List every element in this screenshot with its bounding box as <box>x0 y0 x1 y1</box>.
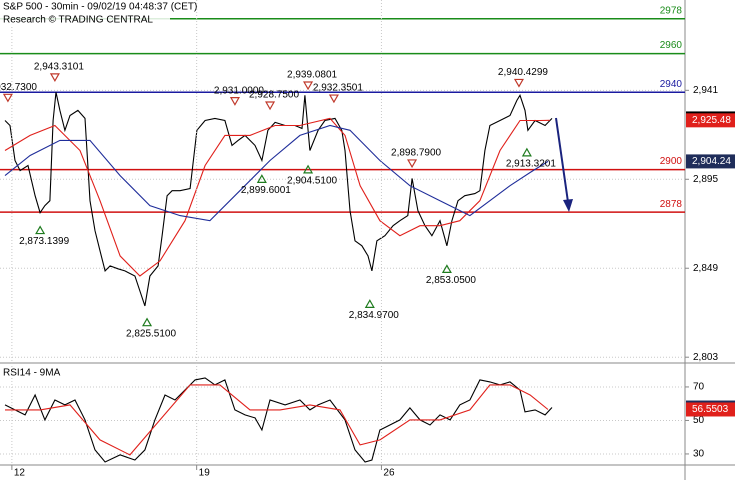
high-marker <box>328 94 339 104</box>
y-tick-label: 2,803 <box>693 352 718 363</box>
high-marker <box>2 93 13 103</box>
y-tick-label: 50 <box>693 415 705 426</box>
annotation-label: 2,939.0801 <box>287 70 337 81</box>
last-value-badge <box>686 113 735 128</box>
annotation-label: 2,899.6001 <box>241 185 291 196</box>
annotation-label: 2,904.5100 <box>287 176 337 187</box>
chart-subtitle: Research © TRADING CENTRAL <box>3 15 153 26</box>
annotation-label: 2,853.0500 <box>426 275 476 286</box>
low-marker <box>303 164 314 174</box>
annotation-label: 2,932.7300 <box>0 82 37 93</box>
annotation-label: 2,931.0000 <box>214 85 264 96</box>
series-line <box>5 384 549 456</box>
last-value-label: 2,925.48 <box>692 115 731 126</box>
x-tick-label: 26 <box>383 468 395 479</box>
last-value-badge <box>686 154 735 169</box>
series-line <box>4 117 550 277</box>
y-tick-label: 2,941 <box>693 85 718 96</box>
y-tick-label: 2,895 <box>693 174 718 185</box>
y-tick-label: 30 <box>693 449 705 460</box>
level-label: 2878 <box>660 199 683 210</box>
annotation-label: 2,898.7900 <box>391 148 441 159</box>
high-marker <box>265 101 276 111</box>
series-line <box>4 124 549 222</box>
low-marker <box>256 174 267 183</box>
low-marker <box>521 147 532 157</box>
low-marker <box>141 317 153 327</box>
arrow-shaft <box>555 117 569 203</box>
high-marker <box>229 97 240 106</box>
low-marker <box>364 299 375 308</box>
high-marker <box>513 78 524 88</box>
x-tick-label: 12 <box>14 468 26 479</box>
high-marker <box>303 81 314 91</box>
last-value-badge <box>686 402 735 417</box>
annotation-label: 2,928.7500 <box>249 90 299 101</box>
series-line <box>4 92 553 307</box>
low-marker <box>35 225 46 235</box>
level-label: 2960 <box>660 40 683 51</box>
level-label: 2900 <box>660 156 683 167</box>
level-label: 2978 <box>660 5 683 16</box>
rsi-title: RSI14 - 9MA <box>3 368 61 379</box>
last-value-label: 2,904.24 <box>692 156 731 167</box>
high-marker <box>49 73 60 83</box>
annotation-label: 2,825.5100 <box>126 328 176 339</box>
title-backdrop <box>0 0 170 27</box>
y-tick-label: 70 <box>693 382 705 393</box>
chart-title: S&P 500 - 30min - 09/02/19 04:48:37 (CET… <box>3 2 197 13</box>
low-marker <box>441 264 452 274</box>
last-value-label: 56.5503 <box>692 404 729 415</box>
annotation-label: 2,834.9700 <box>349 310 399 321</box>
annotation-label: 2,932.3501 <box>313 83 363 94</box>
level-label: 2940 <box>660 79 683 90</box>
x-tick-label: 19 <box>199 468 211 479</box>
annotation-label: 2,943.3101 <box>34 61 84 72</box>
forecast-arrow <box>555 117 573 212</box>
annotation-label: 2,873.1399 <box>19 236 69 247</box>
annotation-label: 2,940.4299 <box>498 67 548 78</box>
annotation-label: 2,913.3201 <box>506 158 556 169</box>
series-line <box>4 377 553 463</box>
y-tick-label: 2,849 <box>693 263 718 274</box>
arrow-head <box>563 199 573 212</box>
high-marker <box>407 159 418 169</box>
